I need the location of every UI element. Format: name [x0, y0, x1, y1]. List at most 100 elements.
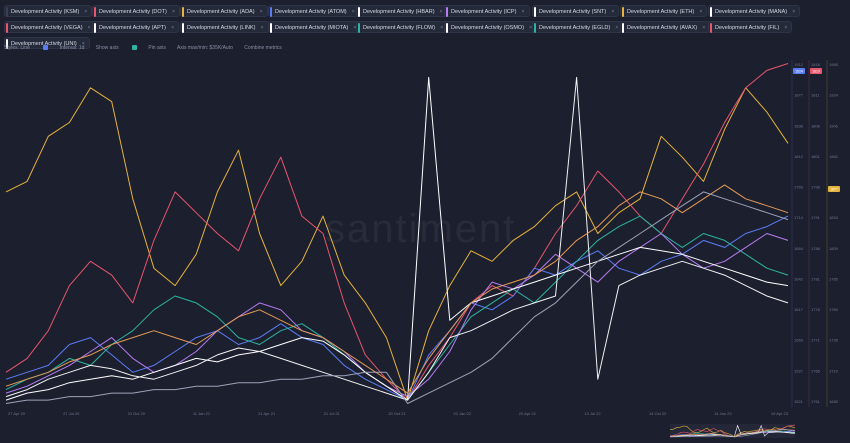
y-tick-label: 1710: [829, 368, 839, 373]
close-icon[interactable]: ×: [170, 25, 175, 31]
metric-chip[interactable]: Development Activity (MANA) ×: [708, 5, 801, 17]
chip-color-swatch: [622, 7, 624, 17]
close-icon[interactable]: ×: [611, 9, 615, 15]
metric-chip[interactable]: Development Activity (AVAX) ×: [620, 21, 711, 33]
chip-color-swatch: [446, 7, 448, 17]
chip-color-swatch: [6, 39, 8, 49]
chip-color-swatch: [270, 23, 272, 33]
chip-label: Development Activity (OSMO): [451, 25, 525, 31]
x-tick-label: 21 Apr 21: [258, 411, 276, 416]
close-icon[interactable]: ×: [440, 25, 444, 31]
x-tick-label: 13 Jul 22: [584, 411, 601, 416]
y-tick-label: 1785: [829, 277, 839, 282]
metric-chip[interactable]: Development Activity (ADA) ×: [180, 5, 268, 17]
chip-color-swatch: [94, 23, 96, 33]
y-tick-label: 1685: [829, 399, 839, 404]
timeline-minimap[interactable]: [670, 424, 795, 438]
styles-color-swatch[interactable]: [43, 45, 49, 51]
interval-selector[interactable]: Interval: 1d: [59, 45, 85, 51]
close-icon[interactable]: ×: [615, 25, 619, 31]
close-icon[interactable]: ×: [351, 9, 355, 15]
y-tick-label: 1801: [811, 154, 821, 159]
y-tick-label: 1527: [794, 368, 804, 373]
close-icon[interactable]: ×: [260, 25, 264, 31]
chip-label: Development Activity (ICP): [451, 9, 517, 15]
metric-chip[interactable]: Development Activity (ETH) ×: [620, 5, 708, 17]
metric-chip[interactable]: Development Activity (VEGA) ×: [4, 21, 96, 33]
show-axis-toggle[interactable]: Show axis: [95, 45, 119, 51]
close-icon[interactable]: ×: [521, 9, 525, 15]
close-icon[interactable]: ×: [439, 9, 443, 15]
close-icon[interactable]: ×: [84, 9, 88, 15]
close-icon[interactable]: ×: [87, 25, 91, 31]
series-line: [5, 215, 789, 401]
metric-chip[interactable]: Development Activity (MIOTA) ×: [268, 21, 362, 33]
metric-chip[interactable]: Development Activity (OSMO) ×: [444, 21, 538, 33]
y-tick-label: 1521: [794, 399, 804, 404]
chip-color-swatch: [94, 7, 96, 17]
x-tick-label: 20 Oct 21: [388, 411, 406, 416]
minimap-series-line: [670, 429, 795, 438]
x-axis: 27 Apr 20 27 Jul 20 21 Oct 20 11 Jan 21 21 A…: [8, 411, 789, 416]
chip-color-swatch: [6, 23, 8, 33]
chip-label: Development Activity (LINK): [187, 25, 256, 31]
chip-label: Development Activity (HBAR): [363, 9, 435, 15]
metric-chip[interactable]: Development Activity (LINK) ×: [180, 21, 269, 33]
pin-axis-toggle[interactable]: Pin axis: [148, 45, 166, 51]
metric-chip[interactable]: Development Activity (ICP) ×: [444, 5, 530, 17]
y-tick-label: 1617: [794, 307, 804, 312]
chip-color-swatch: [6, 7, 8, 17]
y-tick-label: 1806: [811, 123, 821, 128]
styles-selector[interactable]: Styles: Line: [4, 45, 30, 51]
series-line: [5, 76, 789, 401]
show-axis-checkbox[interactable]: [131, 45, 137, 51]
chip-label: Development Activity (FIL): [715, 25, 780, 31]
development-activity-chart[interactable]: santiment 27 Apr 20 27 Jul 20 21 Oct 20 11 …: [0, 52, 850, 422]
y-tick-label: 1906: [829, 123, 839, 128]
close-icon[interactable]: ×: [259, 9, 263, 15]
close-icon[interactable]: ×: [81, 41, 85, 47]
chip-label: Development Activity (ATOM): [275, 9, 347, 15]
y-tick-label: 1809: [829, 246, 839, 251]
metric-chip[interactable]: Development Activity (FIL) ×: [708, 21, 793, 33]
close-icon[interactable]: ×: [171, 9, 176, 15]
metric-chip[interactable]: Development Activity (ATOM) ×: [268, 5, 360, 17]
metric-chip[interactable]: Development Activity (SNT) ×: [532, 5, 620, 17]
y-tick-label: 1771: [811, 338, 821, 343]
series-line: [5, 191, 789, 404]
close-icon[interactable]: ×: [792, 9, 796, 15]
chip-color-swatch: [710, 23, 712, 33]
y-axis-badge-label: 1819: [812, 70, 820, 74]
metric-chip[interactable]: Development Activity (FLOW) ×: [356, 21, 449, 33]
series-line: [5, 184, 789, 394]
x-tick-label: 14 Jan 23: [714, 411, 732, 416]
metric-chip[interactable]: Development Activity (DOT) ×: [92, 5, 181, 17]
series-line: [5, 233, 789, 398]
combine-metrics-button[interactable]: Combine metrics: [244, 45, 282, 51]
chip-label: Development Activity (FLOW): [363, 25, 436, 31]
chart-toolbar: Styles: Line Interval: 1d Show axis Pin …: [4, 45, 604, 57]
y-tick-label: 1834: [829, 215, 839, 220]
axis-max-min-selector[interactable]: Axis max/min: $35K/Auto: [177, 45, 233, 51]
y-axis-badge-label: 1877: [830, 188, 838, 192]
metric-chip[interactable]: Development Activity (APT) ×: [92, 21, 180, 33]
chip-color-swatch: [358, 23, 360, 33]
close-icon[interactable]: ×: [529, 25, 533, 31]
chip-label: Development Activity (UNI): [11, 41, 77, 47]
x-tick-label: 14 Oct 22: [649, 411, 667, 416]
y-tick-label: 1786: [811, 246, 821, 251]
y-axes: 1912 1877 1838 1812 1765 1714 1684 1642 1617 1565…: [791, 60, 840, 407]
metric-chip[interactable]: Development Activity (EGLD) ×: [532, 21, 624, 33]
close-icon[interactable]: ×: [353, 25, 357, 31]
y-tick-label: 1791: [811, 215, 821, 220]
y-tick-label: 1735: [829, 338, 839, 343]
metric-chip[interactable]: Development Activity (HBAR) ×: [356, 5, 448, 17]
chip-label: Development Activity (APT): [99, 25, 166, 31]
metric-chip[interactable]: Development Activity (KSM) ×: [4, 5, 93, 17]
close-icon[interactable]: ×: [702, 25, 706, 31]
metric-chip-bar: Development Activity (KSM) × Development A…: [0, 0, 850, 49]
close-icon[interactable]: ×: [784, 25, 788, 31]
close-icon[interactable]: ×: [699, 9, 703, 15]
y-tick-label: 1818: [811, 62, 821, 67]
y-tick-label: 1760: [829, 307, 839, 312]
